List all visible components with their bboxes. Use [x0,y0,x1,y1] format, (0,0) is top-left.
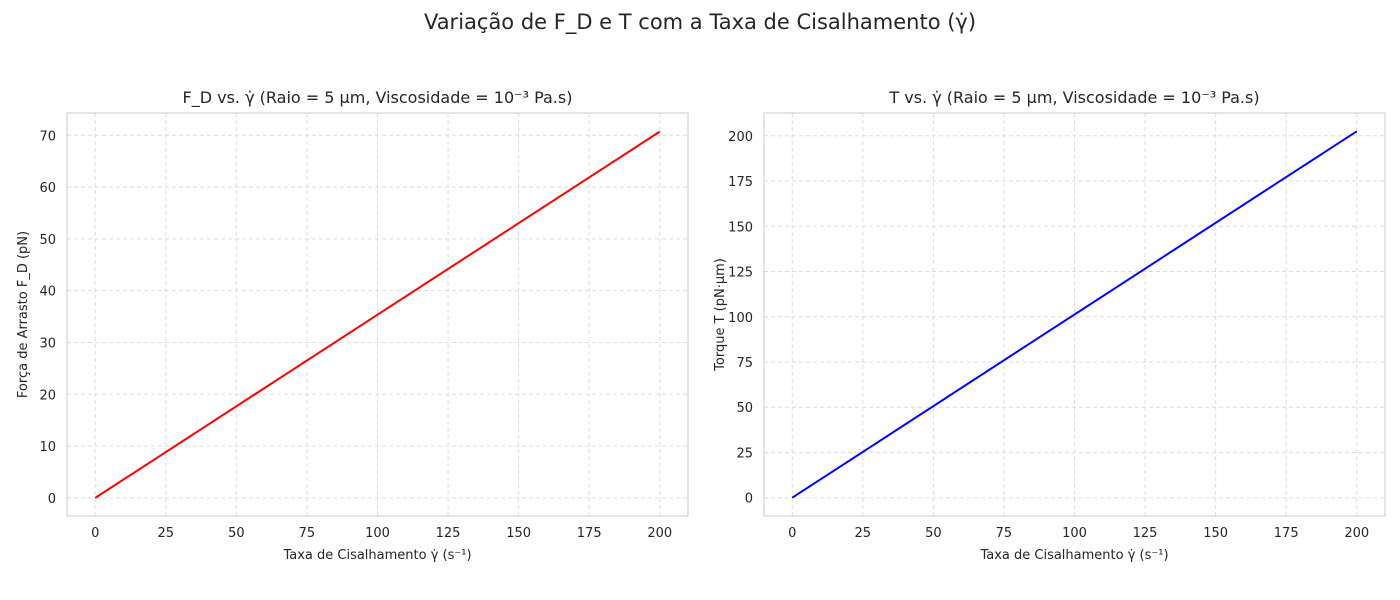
y-tick-label: 50 [39,233,56,248]
y-tick-label: 0 [745,492,753,507]
subplot-title: T vs. γ̇ (Raio = 5 μm, Viscosidade = 10⁻… [888,88,1259,107]
x-tick-label: 200 [647,526,672,541]
subplot-1: 0 25 50 75 100 125 150 175 200 0 10 20 30 40 50 60 70 F_D… [16,88,689,563]
y-tick-label: 175 [728,175,753,190]
x-tick-label: 200 [1344,526,1369,541]
x-tick-label: 0 [91,526,99,541]
y-axis-label: Torque T (pN·μm) [713,258,728,372]
x-tick-label: 0 [788,526,796,541]
figure-title: Variação de F_D e T com a Taxa de Cisalh… [423,10,977,34]
y-tick-label: 60 [39,181,56,196]
plot-frame [66,112,689,517]
x-tick-label: 175 [1274,526,1299,541]
y-tick-label: 25 [736,446,753,461]
x-tick-label: 75 [299,526,316,541]
x-tick-label: 100 [1062,526,1087,541]
y-tick-label: 40 [39,285,56,300]
x-tick-label: 150 [1203,526,1228,541]
x-tick-label: 25 [855,526,872,541]
plot-frame [763,112,1386,517]
y-tick-label: 20 [39,388,56,403]
series-line [94,130,661,499]
x-axis-label: Taxa de Cisalhamento γ̇ (s⁻¹) [979,548,1168,563]
y-tick-label: 70 [39,129,56,144]
y-tick-label: 100 [728,311,753,326]
subplot-2: 0 25 50 75 100 125 150 175 200 0 25 50 75 100 125 150 17… [713,88,1386,563]
x-tick-label: 175 [577,526,602,541]
x-tick-label: 125 [1133,526,1158,541]
y-tick-label: 30 [39,336,56,351]
x-tick-label: 25 [158,526,175,541]
y-tick-label: 50 [736,401,753,416]
x-tick-label: 75 [996,526,1013,541]
y-tick-label: 10 [39,440,56,455]
y-tick-label: 0 [48,492,56,507]
x-axis-label: Taxa de Cisalhamento γ̇ (s⁻¹) [282,548,471,563]
x-tick-label: 125 [436,526,461,541]
y-tick-label: 125 [728,266,753,281]
x-tick-label: 100 [365,526,390,541]
x-tick-label: 50 [228,526,245,541]
subplot-title: F_D vs. γ̇ (Raio = 5 μm, Viscosidade = 1… [183,88,573,108]
x-tick-label: 50 [925,526,942,541]
y-tick-label: 200 [728,130,753,145]
y-tick-label: 75 [736,356,753,371]
y-axis-label: Força de Arrasto F_D (pN) [16,231,31,398]
y-tick-label: 150 [728,220,753,235]
series-line [791,130,1358,499]
x-tick-label: 150 [506,526,531,541]
